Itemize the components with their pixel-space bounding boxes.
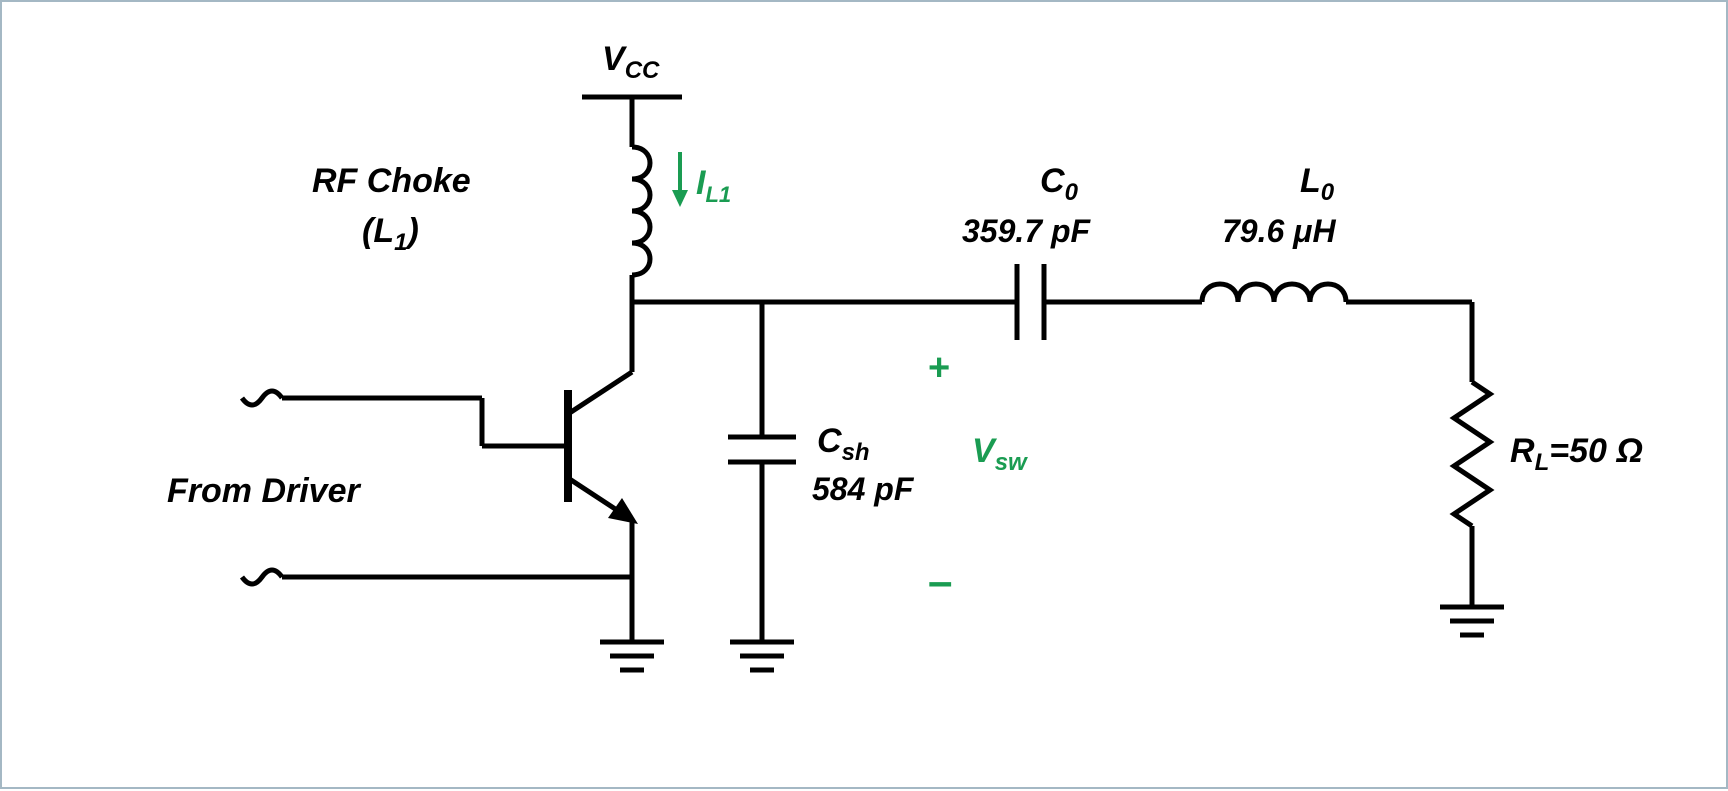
ground-transistor bbox=[600, 642, 664, 670]
ground-csh bbox=[730, 642, 794, 670]
il1-current-arrow: IL1 bbox=[672, 152, 731, 207]
ground-rl bbox=[1440, 607, 1504, 635]
c0-label: C0 bbox=[1040, 162, 1079, 206]
l0-value: 79.6 μH bbox=[1222, 213, 1336, 249]
rl-label: RL=50 Ω bbox=[1510, 432, 1643, 476]
from-driver-label: From Driver bbox=[167, 472, 361, 510]
l0-inductor bbox=[1132, 284, 1472, 302]
vcc-rail: VCC bbox=[582, 40, 682, 132]
circuit-svg: VCC RF Choke (L1) IL1 bbox=[2, 2, 1728, 791]
csh-label: Csh bbox=[817, 422, 870, 466]
csh-value: 584 pF bbox=[812, 471, 915, 507]
vcc-label: VCC bbox=[602, 40, 660, 84]
rl-resistor bbox=[1454, 302, 1490, 607]
circuit-diagram-frame: VCC RF Choke (L1) IL1 bbox=[0, 0, 1728, 789]
c0-capacitor bbox=[992, 264, 1132, 340]
il1-label: IL1 bbox=[696, 164, 731, 207]
csh-capacitor bbox=[728, 412, 796, 642]
rf-choke-label-2: (L1) bbox=[362, 212, 419, 256]
vsw-label: Vsw bbox=[972, 432, 1028, 476]
c0-value: 359.7 pF bbox=[962, 213, 1092, 249]
bjt-transistor bbox=[482, 302, 638, 642]
vsw-plus: + bbox=[928, 347, 950, 389]
rf-choke-label-1: RF Choke bbox=[312, 162, 471, 200]
l0-label: L0 bbox=[1300, 162, 1335, 206]
rf-choke-inductor bbox=[632, 132, 650, 302]
vsw-minus: – bbox=[928, 557, 952, 606]
